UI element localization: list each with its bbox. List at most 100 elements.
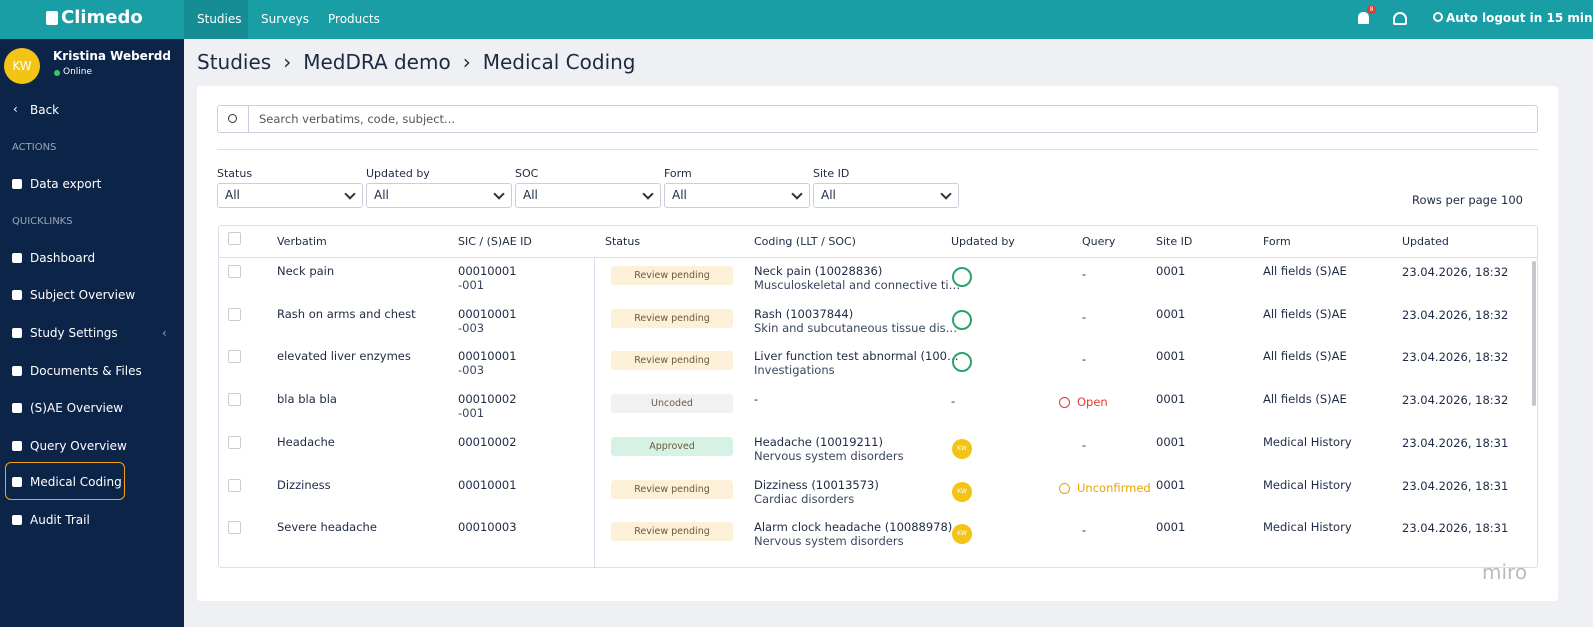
nav-tab[interactable]: Surveys xyxy=(261,12,309,26)
query: - xyxy=(1082,523,1087,538)
column-header[interactable]: Updated xyxy=(1402,235,1449,248)
menu-item[interactable]: Dashboard xyxy=(30,251,96,265)
watermark: miro xyxy=(1482,560,1528,584)
query: - xyxy=(1082,352,1087,367)
menu-icon xyxy=(12,403,22,413)
rows-value[interactable]: 100 xyxy=(1501,193,1523,207)
ae-id: -003 xyxy=(458,320,485,335)
row-checkbox[interactable] xyxy=(228,478,241,492)
user-avatar: KW xyxy=(952,524,972,545)
row-checkbox[interactable] xyxy=(228,521,241,535)
status-badge[interactable]: Approved xyxy=(611,436,733,456)
menu-icon xyxy=(12,515,22,525)
back-link[interactable]: Back xyxy=(30,103,60,117)
verbatim: elevated liver enzymes xyxy=(277,349,411,364)
top-bar: Climedo Studies Surveys Products 8 Auto … xyxy=(0,0,1593,39)
menu-item[interactable]: (S)AE Overview xyxy=(30,401,124,415)
status-badge[interactable]: Review pending xyxy=(611,522,733,542)
filter-select[interactable]: All xyxy=(813,183,959,208)
coding: Headache (10019211) xyxy=(754,434,883,449)
breadcrumb-sep: › xyxy=(462,50,471,74)
sidebar: KW Kristina Weberdd Online ‹ Back ACTION… xyxy=(0,39,184,627)
status-text: Review pending xyxy=(634,270,710,281)
menu-item[interactable]: Audit Trail xyxy=(30,513,90,527)
filter-select[interactable]: All xyxy=(664,183,810,208)
query: Unconfirmed xyxy=(1077,480,1151,495)
status-text: Uncoded xyxy=(651,398,693,410)
sic: 00010002 xyxy=(458,392,517,407)
search-icon-box xyxy=(218,106,249,132)
menu-item[interactable]: Documents & Files xyxy=(30,364,142,378)
sic: 00010003 xyxy=(458,520,517,535)
logo: Climedo xyxy=(61,7,143,28)
coding: Dizziness (10013573) xyxy=(754,477,879,492)
menu-item[interactable]: Medical Coding xyxy=(30,475,122,489)
column-header[interactable]: Updated by xyxy=(951,235,1015,248)
rows-label: Rows per page xyxy=(1412,193,1498,207)
section-label: QUICKLINKS xyxy=(12,216,73,227)
nav-tab[interactable]: Studies xyxy=(197,12,242,26)
filter-select[interactable]: All xyxy=(217,183,363,208)
query: - xyxy=(1082,267,1087,281)
form: Medical History xyxy=(1263,434,1352,449)
bot-icon xyxy=(952,309,972,330)
search-box[interactable]: Search verbatims, code, subject... xyxy=(217,105,1538,133)
notification-badge: 8 xyxy=(1367,5,1376,14)
sic: 00010001 xyxy=(458,349,517,364)
verbatim: Headache xyxy=(277,434,335,449)
menu-item[interactable]: Data export xyxy=(30,177,102,191)
status-badge[interactable]: Review pending xyxy=(611,351,733,371)
breadcrumb-item[interactable]: MedDRA demo xyxy=(303,50,451,74)
column-header[interactable]: Verbatim xyxy=(277,235,327,248)
nav-tab[interactable]: Products xyxy=(328,12,380,26)
column-header[interactable]: Form xyxy=(1263,235,1291,248)
header-checkbox[interactable] xyxy=(228,232,241,245)
filter-select[interactable]: All xyxy=(515,183,661,208)
scrollbar[interactable] xyxy=(1532,261,1536,406)
power-icon xyxy=(1433,12,1443,22)
column-header[interactable]: Status xyxy=(605,235,641,248)
filter-select[interactable]: All xyxy=(366,183,512,208)
status-badge[interactable]: Review pending xyxy=(611,308,733,328)
status-badge[interactable]: Review pending xyxy=(611,479,733,499)
logo-icon xyxy=(46,11,58,25)
site-id: 0001 xyxy=(1156,306,1186,321)
verbatim: Rash on arms and chest xyxy=(277,306,416,321)
verbatim: Severe headache xyxy=(277,520,377,535)
breadcrumb-item[interactable]: Studies xyxy=(197,50,272,74)
bell-icon[interactable] xyxy=(1358,12,1369,24)
row-checkbox[interactable] xyxy=(228,307,241,321)
column-header[interactable]: SIC / (S)AE ID xyxy=(458,235,532,248)
form: All fields (S)AE xyxy=(1263,264,1347,278)
filter-label: Updated by xyxy=(366,167,430,180)
menu-icon xyxy=(12,179,22,189)
coding: Neck pain (10028836) xyxy=(754,264,883,278)
menu-item[interactable]: Study Settings xyxy=(30,326,118,340)
site-id: 0001 xyxy=(1156,264,1186,278)
status-badge[interactable]: Review pending xyxy=(611,266,733,285)
column-divider xyxy=(594,257,595,567)
row-checkbox[interactable] xyxy=(228,393,241,407)
site-id: 0001 xyxy=(1156,392,1186,407)
filter-label: SOC xyxy=(515,167,539,180)
online-dot xyxy=(54,70,60,76)
collapse-icon: ‹ xyxy=(162,326,167,340)
column-header[interactable]: Site ID xyxy=(1156,235,1193,248)
sic: 00010001 xyxy=(458,264,517,278)
ae-id: -001 xyxy=(458,406,485,421)
row-checkbox[interactable] xyxy=(228,265,241,278)
column-header[interactable]: Coding (LLT / SOC) xyxy=(754,235,856,248)
sic: 00010001 xyxy=(458,477,517,492)
coding: Alarm clock headache (10088978) xyxy=(754,520,953,535)
column-header[interactable]: Query xyxy=(1082,235,1116,248)
ae-id: -001 xyxy=(458,278,485,292)
row-checkbox[interactable] xyxy=(228,435,241,449)
status-badge[interactable]: Uncoded xyxy=(611,394,733,414)
menu-icon xyxy=(12,441,22,451)
row-checkbox[interactable] xyxy=(228,350,241,364)
breadcrumb-item: Medical Coding xyxy=(482,50,636,74)
settings-icon[interactable] xyxy=(1393,12,1407,25)
menu-item[interactable]: Query Overview xyxy=(30,439,127,453)
bot-icon xyxy=(952,352,972,373)
menu-item[interactable]: Subject Overview xyxy=(30,288,136,302)
